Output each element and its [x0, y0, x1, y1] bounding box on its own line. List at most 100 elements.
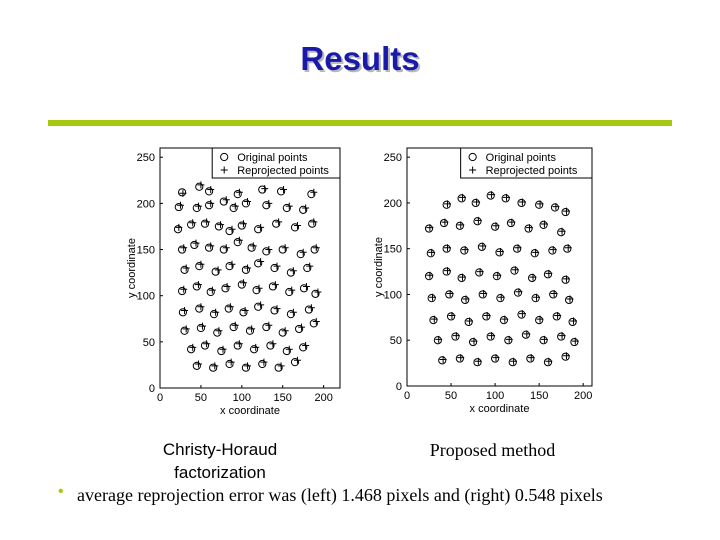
reprojected-point	[293, 222, 301, 230]
reprojected-point	[288, 286, 296, 294]
reprojected-point	[212, 308, 220, 316]
original-point	[282, 203, 291, 213]
original-point	[490, 354, 500, 363]
original-point	[200, 219, 210, 228]
reprojected-point	[239, 220, 247, 228]
original-point	[186, 345, 196, 354]
reprojected-point	[525, 224, 533, 232]
original-point	[478, 290, 487, 299]
original-point	[508, 358, 517, 367]
reprojected-point	[562, 352, 570, 360]
reprojected-point	[479, 242, 487, 250]
reprojected-point	[207, 186, 215, 194]
reprojected-point	[248, 325, 256, 333]
reprojected-point	[182, 325, 190, 333]
reprojected-point	[430, 315, 438, 323]
x-axis-label: x coordinate	[220, 405, 280, 417]
original-point	[457, 194, 466, 203]
reprojected-point	[511, 266, 519, 274]
original-point	[211, 267, 220, 276]
reprojected-point	[562, 275, 570, 283]
original-point	[492, 272, 501, 281]
reprojected-point	[261, 185, 269, 193]
original-point	[535, 200, 544, 209]
reprojected-point	[257, 258, 265, 266]
legend-label: Reprojected points	[486, 165, 578, 177]
original-point	[439, 218, 449, 228]
original-point	[457, 273, 466, 283]
x-tick-label: 150	[530, 390, 548, 402]
reprojected-point	[428, 248, 436, 256]
original-point	[233, 190, 242, 199]
original-point	[549, 290, 558, 299]
original-point	[461, 295, 470, 305]
reprojected-point	[235, 340, 243, 348]
reprojected-point	[483, 312, 491, 320]
original-point	[192, 361, 201, 370]
reprojected-point	[265, 321, 273, 329]
reprojected-point	[281, 244, 289, 252]
original-point	[451, 332, 460, 341]
original-point	[561, 352, 570, 361]
original-point	[426, 249, 435, 258]
reprojected-point	[470, 337, 478, 345]
original-point	[192, 282, 201, 291]
reprojected-point	[244, 362, 252, 370]
reprojected-point	[265, 199, 273, 207]
reprojected-point	[452, 332, 460, 340]
original-point	[561, 207, 570, 217]
original-point	[460, 246, 469, 255]
original-point	[204, 187, 214, 196]
reprojected-point	[545, 357, 553, 365]
original-point	[495, 248, 504, 257]
reprojected-point	[192, 239, 200, 247]
reprojected-point	[269, 340, 277, 348]
x-axis-label: x coordinate	[470, 403, 530, 415]
reprojected-point	[306, 262, 314, 270]
reprojected-point	[448, 312, 456, 320]
reprojected-point	[554, 312, 562, 320]
original-point	[254, 259, 263, 268]
original-point	[486, 191, 495, 200]
slide-title: Results	[300, 40, 420, 77]
original-point	[200, 341, 210, 350]
original-point	[213, 328, 222, 337]
reprojected-point	[228, 260, 236, 268]
reprojected-point	[215, 327, 223, 335]
original-point	[249, 345, 259, 354]
reprojected-point	[226, 303, 234, 311]
reprojected-point	[435, 335, 443, 343]
original-point	[177, 286, 187, 296]
reprojected-point	[180, 244, 188, 252]
original-point	[517, 198, 526, 208]
original-point	[304, 305, 314, 314]
original-point	[286, 310, 296, 319]
original-point	[446, 312, 456, 321]
legend-label: Reprojected points	[237, 165, 329, 177]
reprojected-point	[199, 322, 207, 330]
reprojected-point	[207, 199, 215, 207]
original-point	[311, 289, 320, 298]
reprojected-point	[217, 221, 225, 229]
y-tick-label: 200	[384, 198, 402, 210]
reprojected-point	[492, 354, 500, 362]
reprojected-point	[444, 244, 452, 252]
original-point	[468, 337, 478, 347]
original-point	[429, 315, 438, 325]
y-tick-label: 100	[384, 289, 402, 301]
plot-frame	[406, 147, 593, 387]
x-tick-label: 50	[445, 390, 457, 402]
reprojected-point	[203, 218, 211, 226]
legend-circle-marker	[468, 152, 477, 162]
original-point	[552, 312, 561, 321]
reprojected-point	[514, 244, 522, 252]
original-point	[543, 270, 553, 279]
original-point	[526, 354, 535, 363]
reprojected-point	[289, 267, 297, 275]
y-axis-label: y coordinate	[373, 237, 385, 297]
reprojected-point	[265, 246, 273, 254]
original-point	[272, 219, 281, 228]
reprojected-point	[518, 310, 526, 318]
original-point	[241, 363, 251, 372]
title-underline	[48, 120, 672, 126]
